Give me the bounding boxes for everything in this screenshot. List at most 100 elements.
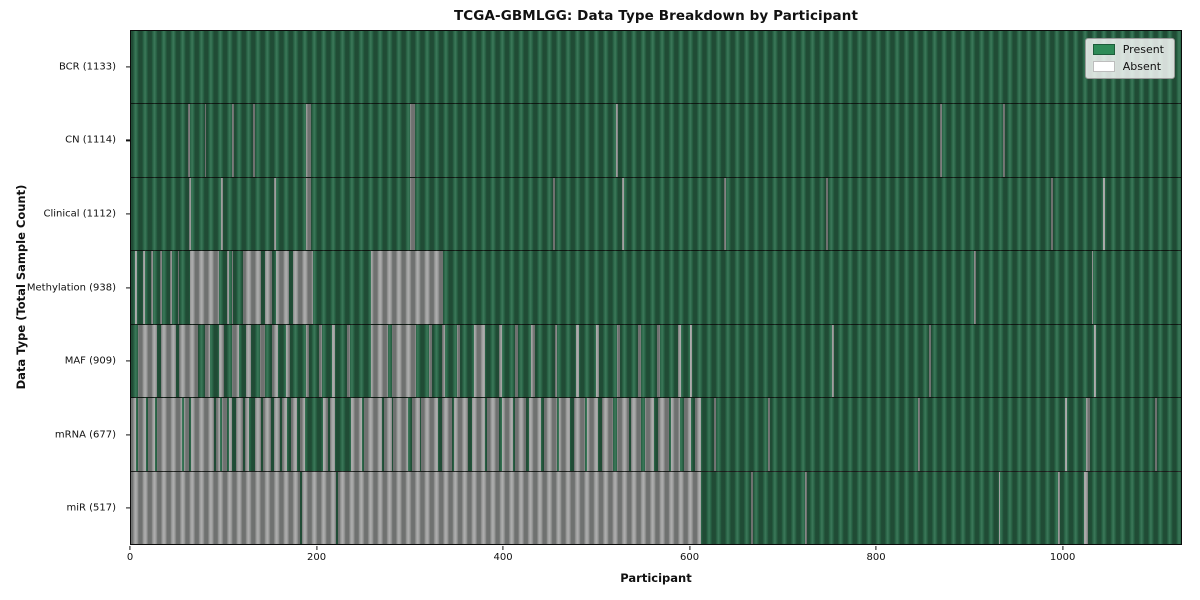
absent-segment — [689, 324, 693, 398]
absent-segment — [189, 251, 220, 324]
present-segment — [598, 398, 602, 471]
x-tick-label: 600 — [680, 552, 700, 563]
row-mir — [131, 471, 1181, 544]
y-tick-label-maf: MAF (909) — [64, 355, 116, 367]
absent-segment — [160, 324, 176, 398]
absent-segment — [170, 251, 172, 324]
present-segment — [1000, 471, 1059, 544]
present-segment — [669, 398, 671, 471]
absent-segment — [456, 324, 460, 398]
present-segment — [188, 398, 191, 471]
absent-segment — [285, 324, 291, 398]
absent-segment — [306, 324, 309, 398]
present-segment — [408, 398, 413, 471]
present-segment — [525, 398, 530, 471]
legend-item-absent: Absent — [1092, 61, 1164, 72]
absent-segment — [221, 177, 224, 251]
present-segment — [654, 398, 658, 471]
x-axis-ticks: 0 200 400 600 800 1000 — [127, 545, 1182, 569]
absent-segment — [265, 251, 273, 324]
x-tick-label: 200 — [306, 552, 327, 563]
present-segment — [700, 398, 714, 471]
absent-segment — [179, 324, 198, 398]
y-tick-label-methylation: Methylation (938) — [26, 282, 116, 293]
absent-segment — [622, 177, 625, 251]
absent-segment — [205, 324, 211, 398]
row-cn — [131, 104, 1181, 178]
present-segment — [249, 398, 255, 471]
absent-segment — [498, 324, 503, 398]
absent-segment — [187, 104, 190, 177]
present-segment — [498, 398, 503, 471]
absent-segment — [391, 324, 416, 398]
legend-item-present: Present — [1092, 44, 1164, 55]
x-tick-label: 1000 — [1049, 552, 1076, 563]
absent-segment — [276, 251, 290, 324]
absent-segment — [274, 177, 277, 251]
absent-segment — [159, 251, 162, 324]
row-clinical — [131, 177, 1181, 252]
absent-segment — [252, 104, 255, 177]
present-segment — [145, 398, 148, 471]
absent-segment — [292, 251, 314, 324]
present-segment — [806, 471, 999, 544]
present-segment — [226, 398, 229, 471]
present-swatch-icon — [1092, 44, 1115, 55]
absent-segment — [332, 324, 335, 398]
y-tick-marks — [126, 30, 130, 545]
absent-segment — [1093, 324, 1097, 398]
present-segment — [700, 471, 751, 544]
present-segment — [232, 398, 237, 471]
absent-segment — [552, 177, 555, 251]
absent-segment — [188, 177, 191, 251]
absent-segment — [831, 324, 834, 398]
y-tick-label-clinical: Clinical (1112) — [43, 208, 117, 220]
absent-segment — [656, 324, 660, 398]
row-bcr — [131, 31, 1181, 105]
x-tick-mark — [502, 546, 504, 550]
absent-segment — [242, 251, 262, 324]
present-segment — [419, 398, 422, 471]
x-tick-mark — [315, 546, 318, 550]
row-methylation — [131, 251, 1181, 325]
plot-area: Present Absent — [130, 30, 1182, 545]
y-tick-mark — [126, 286, 130, 289]
present-segment — [391, 398, 394, 471]
y-tick-label-cn: CN (1114) — [65, 134, 116, 146]
absent-segment — [1091, 251, 1094, 324]
absent-segment — [974, 251, 977, 324]
present-segment — [182, 398, 185, 471]
present-segment — [512, 398, 515, 471]
present-segment — [613, 398, 617, 471]
absent-segment — [306, 177, 311, 251]
present-segment — [769, 398, 919, 471]
present-segment — [270, 398, 275, 471]
absent-segment — [319, 324, 322, 398]
present-segment — [1087, 471, 1181, 544]
absent-segment — [204, 104, 207, 177]
present-segment — [1156, 398, 1181, 471]
absent-segment — [231, 324, 239, 398]
present-segment — [540, 398, 545, 471]
absent-segment — [260, 324, 266, 398]
present-segment — [213, 398, 216, 471]
absent-segment — [232, 104, 235, 177]
absent-segment — [531, 324, 535, 398]
present-segment — [467, 398, 472, 471]
y-tick-label-mrna: mRNA (677) — [54, 429, 116, 441]
x-tick-mark — [875, 546, 877, 550]
absent-segment — [231, 251, 234, 324]
present-segment — [452, 398, 454, 471]
absent-segment — [678, 324, 682, 398]
chart-title: TCGA-GBMLGG: Data Type Breakdown by Part… — [453, 8, 859, 24]
absent-segment — [151, 251, 154, 324]
present-segment — [680, 398, 684, 471]
absent-segment — [596, 324, 600, 398]
present-segment — [438, 398, 442, 471]
present-segment — [629, 398, 631, 471]
present-segment — [334, 398, 351, 471]
y-tick-label-bcr: BCR (1133) — [58, 61, 116, 73]
y-tick-mark — [126, 213, 130, 215]
present-segment — [335, 471, 338, 544]
